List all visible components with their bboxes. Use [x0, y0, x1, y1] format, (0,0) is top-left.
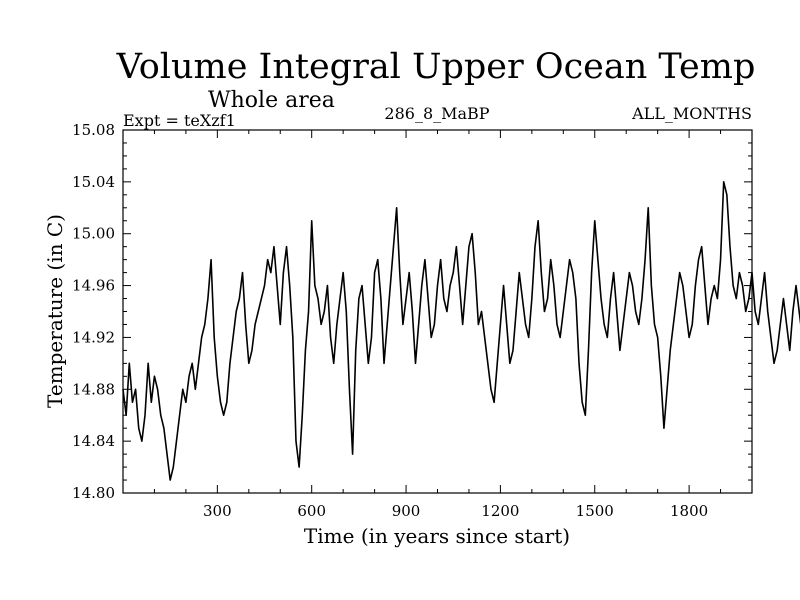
chart-subtitle: Whole area — [208, 88, 335, 113]
axis-ticks — [123, 129, 752, 494]
run-label: 286_8_MaBP — [384, 104, 489, 123]
experiment-label: Expt = teXzf1 — [123, 111, 236, 130]
y-tick-label: 15.04 — [72, 173, 115, 191]
x-tick-label: 600 — [297, 502, 326, 520]
x-tick-label: 900 — [392, 502, 421, 520]
y-tick-label: 15.08 — [72, 121, 115, 139]
x-tick-labels: 300 600 900 1200 1500 1800 — [203, 502, 708, 520]
x-tick-label: 1800 — [670, 502, 708, 520]
y-tick-label: 14.84 — [72, 432, 115, 450]
x-axis-label: Time (in years since start) — [304, 524, 570, 548]
x-tick-label: 1200 — [481, 502, 519, 520]
chart-title: Volume Integral Upper Ocean Temp — [116, 47, 756, 87]
season-label: ALL_MONTHS — [631, 104, 752, 123]
plot-frame — [122, 129, 753, 494]
series-line — [122, 181, 800, 481]
y-tick-label: 14.88 — [72, 380, 115, 398]
x-tick-label: 300 — [203, 502, 232, 520]
y-tick-label: 14.92 — [72, 328, 115, 346]
y-tick-label: 15.00 — [72, 225, 115, 243]
y-tick-label: 14.80 — [72, 484, 115, 502]
x-tick-label: 1500 — [576, 502, 614, 520]
y-tick-label: 14.96 — [72, 277, 115, 295]
y-axis-label: Temperature (in C) — [43, 214, 67, 408]
y-tick-labels: 14.80 14.84 14.88 14.92 14.96 15.00 15.04 15.08 — [72, 121, 115, 502]
